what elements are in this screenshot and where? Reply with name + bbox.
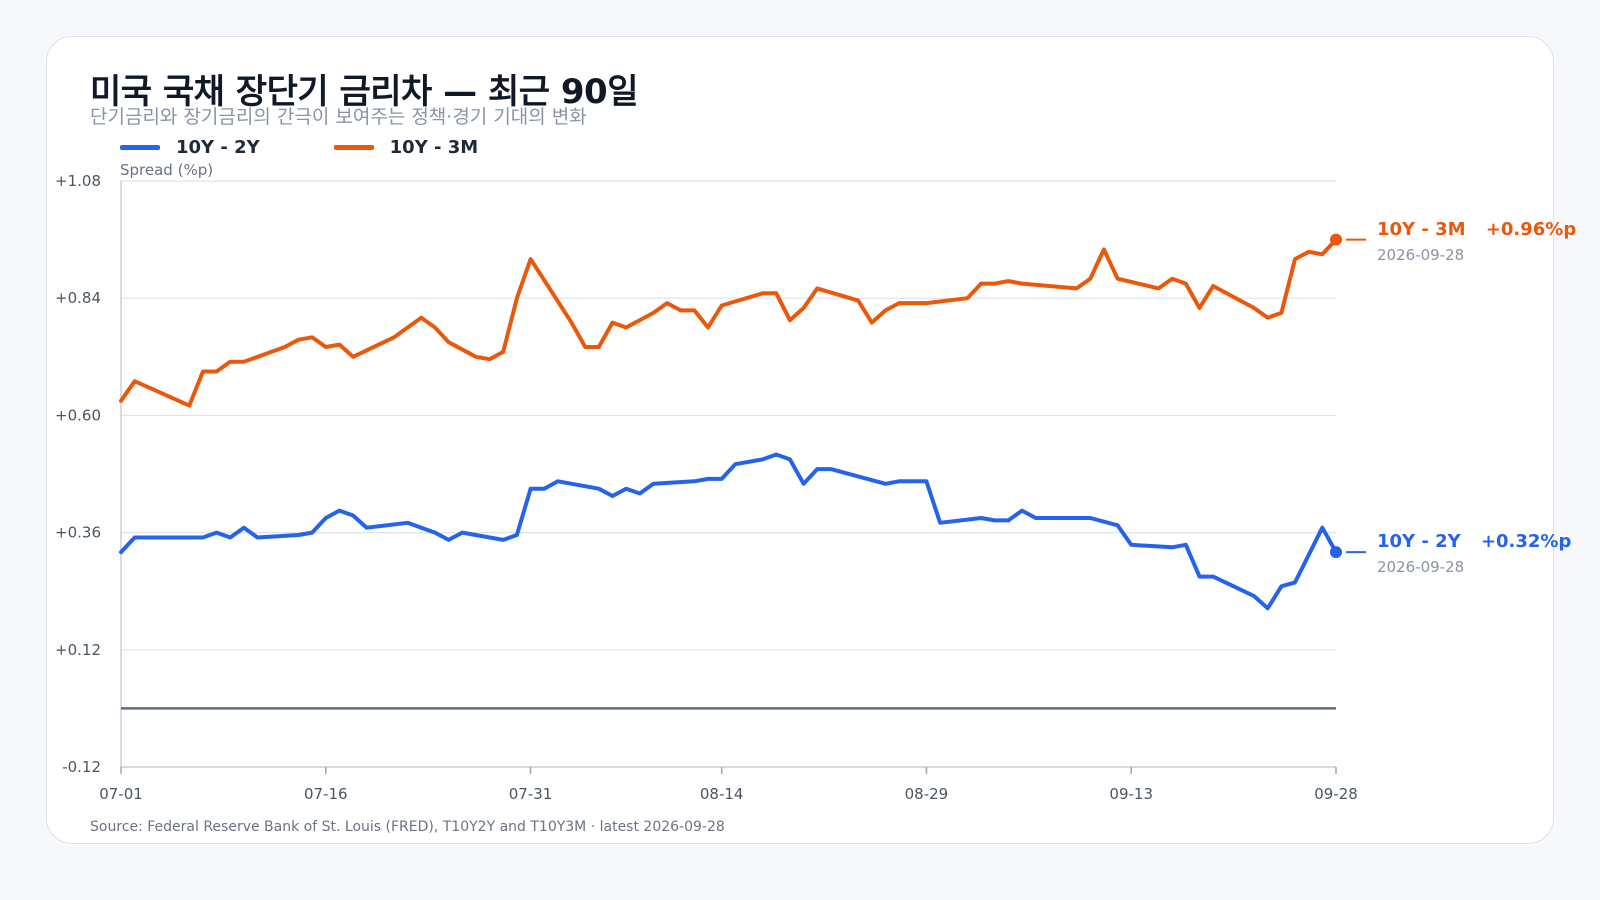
end-label-10y-3m-date: 2026-09-28	[1377, 245, 1465, 264]
x-tick-label: 08-29	[905, 785, 949, 803]
end-point-10y-3m	[1330, 233, 1342, 246]
x-tick-label: 07-31	[509, 785, 553, 803]
end-label-10y-2y-name: 10Y - 2Y	[1377, 531, 1461, 553]
y-tick-label: -0.12	[62, 758, 101, 776]
x-tick-label: 07-01	[99, 785, 143, 803]
y-axis-title: Spread (%p)	[120, 161, 214, 179]
legend-item-10y-2y[interactable]: 10Y - 2Y	[120, 137, 260, 158]
legend-item-10y-3m[interactable]: 10Y - 3M	[333, 137, 479, 158]
end-label-10y-3m-value: +0.96%p	[1485, 218, 1577, 240]
end-point-10y-2y	[1330, 546, 1342, 559]
end-label-10y-2y: 10Y - 2Y +0.32%p 2026-09-28	[1377, 531, 1571, 576]
end-label-10y-3m: 10Y - 3M +0.96%p 2026-09-28	[1377, 219, 1576, 264]
legend-label-10y-2y: 10Y - 2Y	[176, 137, 260, 158]
legend: 10Y - 2Y 10Y - 3M	[120, 137, 478, 158]
y-tick-label: +1.08	[55, 172, 101, 190]
end-label-10y-2y-title: 10Y - 2Y +0.32%p	[1377, 531, 1571, 552]
legend-label-10y-3m: 10Y - 3M	[389, 137, 479, 158]
source-note: Source: Federal Reserve Bank of St. Loui…	[90, 819, 725, 835]
y-tick-label: +0.60	[55, 406, 101, 424]
end-label-10y-3m-title: 10Y - 3M +0.96%p	[1377, 219, 1576, 240]
x-tick-label: 09-13	[1109, 785, 1153, 803]
end-label-10y-3m-name: 10Y - 3M	[1377, 218, 1466, 240]
series-line-10y-2y	[119, 452, 1338, 611]
legend-swatch-10y-2y	[120, 145, 160, 150]
end-label-10y-2y-date: 2026-09-28	[1377, 558, 1465, 577]
y-tick-label: +0.36	[55, 524, 101, 542]
y-tick-label: +0.12	[55, 641, 101, 659]
x-tick-label: 08-14	[700, 785, 744, 803]
chart-subtitle: 단기금리와 장기금리의 간극이 보여주는 정책·경기 기대의 변화	[90, 106, 587, 128]
y-tick-label: +0.84	[55, 289, 101, 307]
chart-title: 미국 국채 장단기 금리차 — 최근 90일	[90, 72, 638, 112]
x-tick-label: 09-28	[1314, 785, 1358, 803]
legend-swatch-10y-3m	[333, 145, 374, 150]
end-label-10y-2y-value: +0.32%p	[1480, 531, 1572, 553]
x-tick-label: 07-16	[304, 785, 348, 803]
series-line-10y-3m	[119, 237, 1338, 408]
